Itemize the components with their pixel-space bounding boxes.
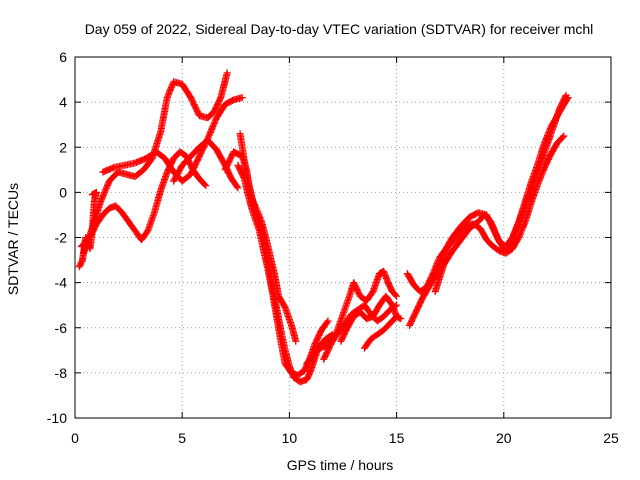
data-point [323, 318, 331, 326]
x-tick-label: 15 [389, 430, 405, 446]
axis-ticks: 0 5 10 15 20 25 -10 -8 -6 -4 -2 0 2 4 6 [47, 49, 619, 446]
series-track-i [320, 267, 401, 363]
y-tick-label: -4 [55, 275, 68, 291]
data-point [559, 133, 567, 141]
chart-title: Day 059 of 2022, Sidereal Day-to-day VTE… [85, 21, 594, 37]
data-point [393, 292, 401, 300]
x-tick-label: 5 [178, 430, 186, 446]
y-tick-label: 0 [59, 184, 67, 200]
data-point [397, 315, 405, 323]
data-point [234, 184, 242, 192]
data-point [562, 91, 570, 99]
series-track-o [75, 188, 100, 271]
data-point [324, 317, 332, 325]
data-point [202, 182, 210, 190]
y-tick-label: 4 [59, 94, 67, 110]
series-track-m [403, 94, 572, 296]
data-point [88, 191, 96, 199]
y-tick-label: -2 [55, 230, 68, 246]
y-axis-label: SDTVAR / TECUs [5, 183, 21, 295]
data-point [238, 94, 246, 102]
x-axis-label: GPS time / hours [287, 457, 394, 473]
y-tick-label: -10 [47, 410, 67, 426]
y-tick-label: -8 [55, 365, 68, 381]
grid [75, 57, 611, 418]
plot-area [75, 69, 572, 386]
data-point [223, 69, 231, 77]
data-point [201, 181, 209, 188]
data-point [392, 291, 399, 299]
series-track-a [77, 148, 210, 250]
series-track-n [431, 91, 570, 296]
y-tick-label: 2 [59, 139, 67, 155]
data-point [560, 132, 568, 140]
x-tick-label: 10 [282, 430, 298, 446]
x-tick-label: 0 [71, 430, 79, 446]
series-track-b [80, 69, 231, 257]
series-track-g [234, 161, 332, 379]
data-point [561, 93, 569, 101]
series-track-d [99, 94, 246, 185]
data-point [292, 337, 300, 345]
x-tick-label: 25 [603, 430, 619, 446]
y-tick-label: 6 [59, 49, 67, 65]
y-tick-label: -6 [55, 320, 68, 336]
series-track-j [337, 292, 401, 345]
series-track-k [360, 313, 405, 352]
data-point [233, 183, 241, 191]
x-tick-label: 20 [496, 430, 512, 446]
